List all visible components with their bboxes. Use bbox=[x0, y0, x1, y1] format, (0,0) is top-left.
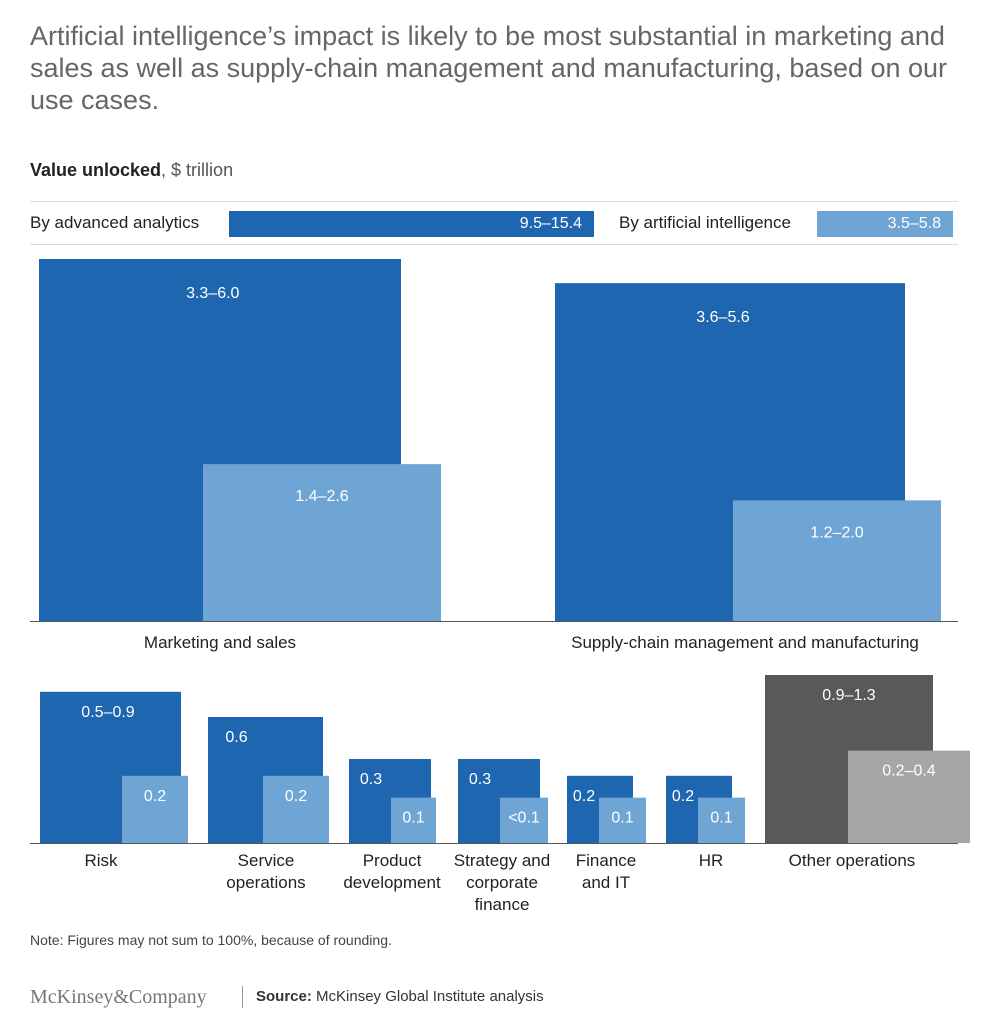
source-line: Source: McKinsey Global Institute analys… bbox=[256, 988, 544, 1005]
category-label-risk-line-1: Risk bbox=[84, 851, 118, 870]
category-label-marketing-and-sales: Marketing and sales bbox=[144, 633, 296, 652]
bar-label-ai-supply-chain-management-and-manufacturing: 1.2–2.0 bbox=[810, 524, 863, 541]
category-label-strategy-and-corporate-finance-line-2: corporate bbox=[466, 873, 538, 892]
bar-ai-product-development bbox=[391, 797, 436, 843]
bar-label-analytics-other-operations: 0.9–1.3 bbox=[822, 687, 875, 704]
bar-label-analytics-finance-and-it: 0.2 bbox=[573, 788, 595, 805]
source-text: McKinsey Global Institute analysis bbox=[316, 988, 544, 1005]
bar-ai-supply-chain-management-and-manufacturing bbox=[733, 500, 941, 621]
bar-label-ai-product-development: 0.1 bbox=[402, 810, 424, 827]
category-label-finance-and-it-line-2: and IT bbox=[582, 873, 630, 892]
bar-ai-strategy-and-corporate-finance bbox=[500, 797, 548, 843]
unit-label-bold: Value unlocked bbox=[30, 160, 162, 180]
footnote: Note: Figures may not sum to 100%, becau… bbox=[30, 932, 392, 948]
bar-label-ai-marketing-and-sales: 1.4–2.6 bbox=[295, 488, 348, 505]
bar-label-analytics-hr: 0.2 bbox=[672, 788, 694, 805]
bar-label-ai-finance-and-it: 0.1 bbox=[611, 810, 633, 827]
bar-label-ai-other-operations: 0.2–0.4 bbox=[882, 763, 935, 780]
bar-ai-risk bbox=[122, 775, 188, 843]
bar-label-analytics-strategy-and-corporate-finance: 0.3 bbox=[469, 771, 491, 788]
bar-ai-other-operations bbox=[848, 750, 970, 843]
mckinsey-logo: McKinsey&Company bbox=[30, 986, 207, 1008]
legend-value-analytics: 9.5–15.4 bbox=[519, 215, 582, 232]
category-label-strategy-and-corporate-finance-line-3: finance bbox=[475, 895, 530, 914]
bar-label-analytics-marketing-and-sales: 3.3–6.0 bbox=[186, 285, 239, 302]
bar-label-ai-hr: 0.1 bbox=[710, 810, 732, 827]
legend-label-ai: By artificial intelligence bbox=[619, 213, 791, 232]
bar-ai-hr bbox=[698, 797, 745, 843]
bar-ai-marketing-and-sales bbox=[203, 464, 441, 621]
legend-bar-ai: 3.5–5.8 bbox=[817, 211, 953, 237]
bar-label-analytics-service-operations: 0.6 bbox=[225, 729, 247, 746]
category-label-service-operations-line-2: operations bbox=[226, 873, 305, 892]
bar-label-ai-service-operations: 0.2 bbox=[285, 788, 307, 805]
category-label-product-development-line-1: Product bbox=[363, 851, 422, 870]
bar-label-analytics-risk: 0.5–0.9 bbox=[81, 704, 134, 721]
chart-title: Artificial intelligence’s impact is like… bbox=[30, 21, 948, 115]
category-label-product-development-line-2: development bbox=[343, 873, 441, 892]
category-label-supply-chain-management-and-manufacturing: Supply-chain management and manufacturin… bbox=[571, 633, 919, 652]
bar-ai-service-operations bbox=[263, 775, 329, 843]
category-label-service-operations-line-1: Service bbox=[238, 851, 295, 870]
bar-ai-finance-and-it bbox=[599, 797, 646, 843]
bar-label-ai-strategy-and-corporate-finance: <0.1 bbox=[508, 810, 540, 827]
unit-label-rest: , $ trillion bbox=[161, 160, 234, 180]
legend-label-analytics: By advanced analytics bbox=[30, 213, 200, 232]
footer-separator bbox=[242, 986, 243, 1008]
legend-bar-analytics: 9.5–15.4 bbox=[229, 211, 594, 237]
category-label-other-operations-line-1: Other operations bbox=[789, 851, 916, 870]
unit-label: Value unlocked, $ trillion bbox=[30, 160, 233, 181]
bar-label-analytics-supply-chain-management-and-manufacturing: 3.6–5.6 bbox=[696, 309, 749, 326]
category-label-strategy-and-corporate-finance-line-1: Strategy and bbox=[454, 851, 550, 870]
source-label: Source: bbox=[256, 988, 312, 1005]
chart-canvas: 3.3–6.0 1.4–2.6 Marketing and sales 3.6–5.6… bbox=[30, 259, 970, 914]
bar-label-analytics-product-development: 0.3 bbox=[360, 771, 382, 788]
legend-top-rule bbox=[30, 201, 958, 202]
bar-label-ai-risk: 0.2 bbox=[144, 788, 166, 805]
category-label-finance-and-it-line-1: Finance bbox=[576, 851, 636, 870]
legend-value-ai: 3.5–5.8 bbox=[887, 215, 941, 232]
legend-bottom-rule bbox=[30, 244, 958, 245]
category-label-hr-line-1: HR bbox=[699, 851, 724, 870]
